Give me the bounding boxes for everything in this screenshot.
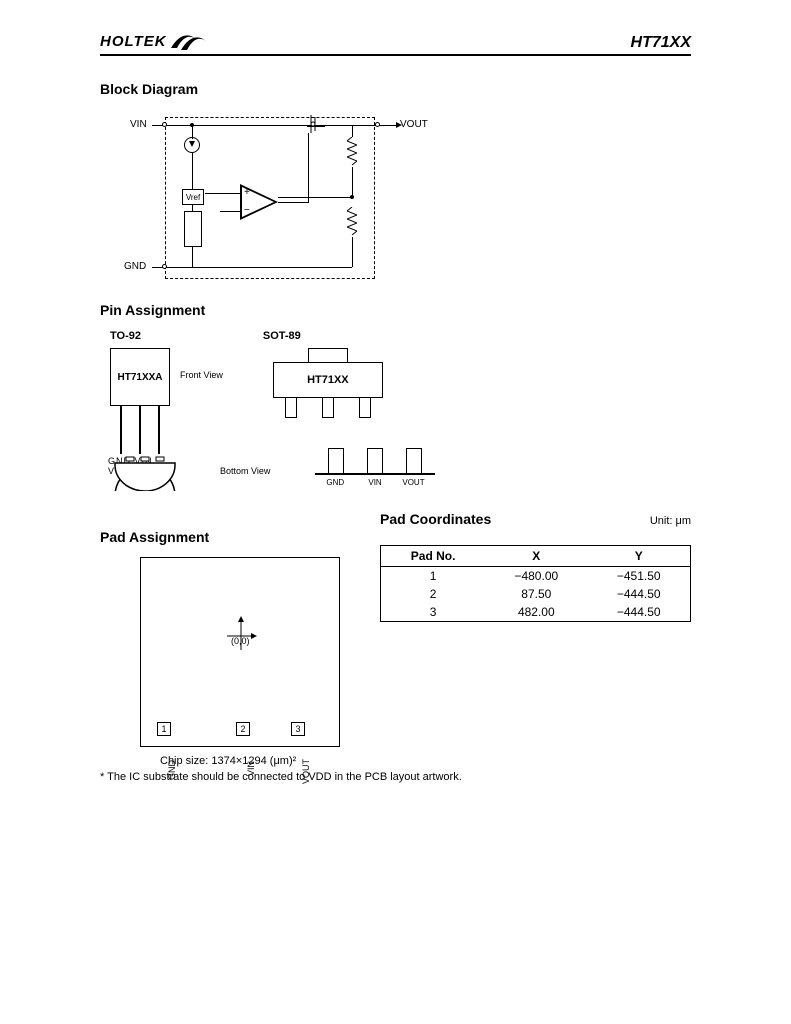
bd-wire — [205, 193, 240, 194]
bd-cs-arrow — [189, 141, 195, 147]
bd-r-top — [352, 125, 353, 137]
to92-leg — [158, 406, 160, 454]
block-diagram: VIN VOUT Vref + − GND — [110, 109, 410, 284]
coord-unit: Unit: μm — [650, 515, 691, 527]
sot89-bottom-leg — [367, 448, 383, 474]
bd-vout-arrow — [396, 122, 402, 128]
pad-1: 1 — [157, 722, 171, 736]
to92-leg — [120, 406, 122, 454]
bd-block — [184, 211, 202, 247]
sot89-pin2: VIN — [368, 478, 381, 487]
pad-die-outline: (0,0) 1 2 3 GND VIN VOUT — [140, 557, 340, 747]
package-sot89: SOT-89 HT71XX — [263, 330, 393, 418]
bd-wire2 — [220, 211, 240, 212]
chip-size-text: Chip size: 1374×1294 (μm)² — [160, 755, 691, 767]
table-row: 1 −480.00 −451.50 — [381, 567, 691, 586]
section-title-pin-assignment: Pin Assignment — [100, 302, 691, 318]
brand-logo: HOLTEK — [100, 30, 207, 52]
label-vout: VOUT — [400, 119, 428, 130]
pad-2-label: VIN — [246, 761, 256, 776]
label-vin: VIN — [130, 119, 147, 130]
sot89-name: SOT-89 — [263, 330, 393, 342]
sot89-bottom-leg — [328, 448, 344, 474]
sot89-bottom-baseline — [315, 473, 435, 475]
vref-box: Vref — [182, 189, 204, 205]
col-x: X — [485, 546, 587, 567]
sot89-chip-label: HT71XX — [307, 374, 349, 386]
front-view-label: Front View — [180, 370, 223, 380]
pad-coordinates-column: Pad Coordinates Unit: μm Pad No. X Y 1 −… — [380, 511, 691, 747]
brand-name: HOLTEK — [100, 33, 167, 50]
pad-1-label: GND — [167, 760, 177, 780]
label-vref: Vref — [186, 193, 200, 202]
col-pad-no: Pad No. — [381, 546, 486, 567]
to92-name: TO-92 — [110, 330, 223, 342]
section-title-pad-assignment: Pad Assignment — [100, 529, 340, 545]
bd-r-bot — [352, 237, 353, 267]
bd-gnd-terminal — [162, 264, 167, 269]
pad-coordinates-table: Pad No. X Y 1 −480.00 −451.50 2 87.50 −4… — [380, 545, 691, 622]
origin-label: (0,0) — [231, 636, 250, 646]
brand-swoosh-icon — [169, 30, 207, 52]
sot89-pin1: GND — [326, 478, 344, 487]
sot89-tab — [308, 348, 348, 362]
sot89-leg — [322, 398, 334, 418]
to92-leg — [139, 406, 141, 454]
col-y: Y — [587, 546, 690, 567]
pmos-icon — [305, 115, 327, 133]
to92-chip-label: HT71XXA — [117, 372, 162, 383]
bd-gate-line — [308, 133, 309, 203]
substrate-note: * The IC substrate should be connected t… — [100, 771, 691, 783]
sot89-leg — [359, 398, 371, 418]
bd-vin-terminal — [162, 122, 167, 127]
amp-plus: + — [244, 187, 250, 198]
to92-body: HT71XXA — [110, 348, 170, 406]
bd-amp-out — [278, 202, 308, 203]
to92-bottom-view — [110, 451, 180, 491]
sot89-body: HT71XX — [273, 362, 383, 398]
label-gnd: GND — [124, 261, 146, 272]
bd-to-gnd — [192, 247, 193, 267]
table-row: 3 482.00 −444.50 — [381, 603, 691, 622]
package-to92: TO-92 HT71XXA GND VIN VOUT Front View — [110, 330, 223, 418]
page-header: HOLTEK HT71XX — [100, 30, 691, 56]
sot89-pin3: VOUT — [402, 478, 424, 487]
pin-assignment-section: TO-92 HT71XXA GND VIN VOUT Front View SO… — [110, 330, 691, 418]
part-number: HT71XX — [631, 34, 691, 52]
pad-row: Pad Assignment (0,0) 1 2 3 GND VIN VOUT … — [100, 511, 691, 747]
sot89-bottom-view: GND VIN VOUT — [310, 448, 440, 493]
table-row: 2 87.50 −444.50 — [381, 585, 691, 603]
section-title-pad-coordinates: Pad Coordinates — [380, 511, 491, 527]
bd-fb-wire — [278, 197, 352, 198]
bottom-view-row: Bottom View GND VIN VOUT — [110, 448, 691, 493]
sot89-leg — [285, 398, 297, 418]
section-title-block-diagram: Block Diagram — [100, 81, 691, 97]
sot89-drawing: HT71XX — [263, 348, 393, 418]
pad-3: 3 — [291, 722, 305, 736]
bd-gnd-rail — [152, 267, 352, 268]
amp-minus: − — [244, 205, 250, 216]
bd-r-mid — [352, 167, 353, 197]
bottom-view-label: Bottom View — [220, 466, 270, 476]
sot89-bottom-leg — [406, 448, 422, 474]
pad-2: 2 — [236, 722, 250, 736]
bd-vout-terminal — [375, 122, 380, 127]
pad-3-label: VOUT — [301, 759, 311, 784]
pad-assignment-column: Pad Assignment (0,0) 1 2 3 GND VIN VOUT — [100, 511, 340, 747]
